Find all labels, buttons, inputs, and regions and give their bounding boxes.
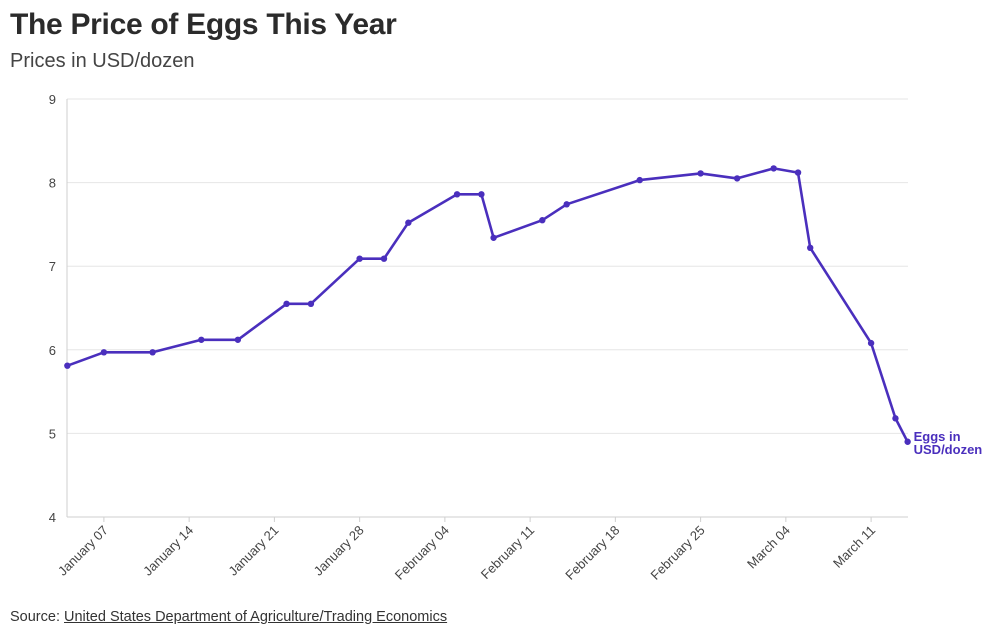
data-point xyxy=(892,415,899,422)
data-point xyxy=(307,300,315,308)
data-point xyxy=(234,336,242,343)
x-tick-label: March 04 xyxy=(744,523,793,572)
x-tick-label: February 04 xyxy=(392,523,452,583)
y-tick-label: 7 xyxy=(49,259,56,274)
data-point xyxy=(283,300,290,308)
data-point xyxy=(64,362,71,369)
data-point xyxy=(904,438,911,445)
data-point xyxy=(356,255,363,262)
x-tick-label: February 25 xyxy=(648,523,708,583)
source-link[interactable]: United States Department of Agriculture/… xyxy=(64,609,448,625)
data-point xyxy=(149,349,156,356)
chart-title: The Price of Eggs This Year xyxy=(10,8,397,41)
y-tick-label: 5 xyxy=(49,426,56,441)
series-label: Eggs in xyxy=(914,429,961,444)
x-tick-label: February 18 xyxy=(562,523,622,583)
data-point xyxy=(770,165,777,172)
data-point xyxy=(563,201,570,208)
x-tick-label: March 11 xyxy=(830,523,878,571)
source-note: Source: United States Department of Agri… xyxy=(10,609,447,625)
data-point xyxy=(490,234,497,241)
series-line xyxy=(66,167,909,443)
data-point xyxy=(405,219,412,226)
data-point xyxy=(733,175,741,182)
data-point xyxy=(697,170,704,177)
y-tick-label: 9 xyxy=(49,92,56,107)
y-tick-label: 8 xyxy=(49,176,56,191)
x-tick-label: January 07 xyxy=(55,523,111,579)
data-point xyxy=(794,169,802,176)
x-tick-label: January 14 xyxy=(140,523,196,579)
source-prefix: Source: xyxy=(10,609,64,625)
data-point xyxy=(478,191,485,198)
data-point xyxy=(867,339,875,347)
series-label: USD/dozen xyxy=(914,442,983,457)
data-point xyxy=(198,336,205,343)
y-tick-label: 6 xyxy=(49,343,56,358)
data-point xyxy=(807,244,814,252)
y-tick-label: 4 xyxy=(49,510,56,525)
x-tick-label: January 21 xyxy=(225,523,281,579)
data-point xyxy=(100,349,108,356)
x-tick-label: February 11 xyxy=(478,523,537,582)
data-point xyxy=(539,217,546,224)
x-tick-label: January 28 xyxy=(311,523,367,579)
data-point xyxy=(453,191,461,198)
data-point xyxy=(636,176,643,184)
data-point xyxy=(380,255,388,262)
chart-subtitle: Prices in USD/dozen xyxy=(10,50,195,72)
